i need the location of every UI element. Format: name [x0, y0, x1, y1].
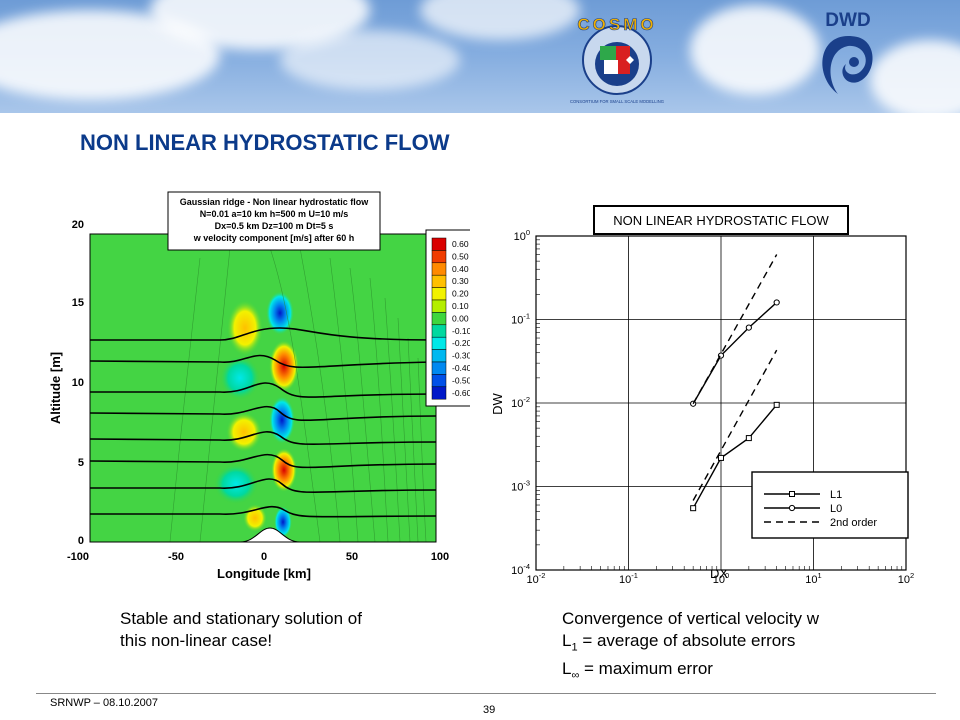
y-tick-label: 10-2	[511, 395, 530, 410]
svg-text:DWD: DWD	[825, 10, 870, 31]
chart-legend: L1 L0 2nd order	[751, 471, 909, 539]
x-tick-label: 10-1	[619, 571, 638, 586]
colorbar-label: 0.50	[452, 251, 469, 261]
chart-y-label: DW	[490, 392, 505, 414]
footer-event: SRNWP – 08.10.2007	[50, 697, 159, 709]
contour-title-line: N=0.01 a=10 km h=500 m U=10 m/s	[200, 209, 349, 219]
y-axis: 0 5 10 15 20 Altitude [m]	[48, 219, 84, 547]
y-tick-label: 15	[72, 297, 84, 309]
contour-title-line: Gaussian ridge - Non linear hydrostatic …	[180, 197, 370, 207]
svg-text:CONSORTIUM FOR SMALL SCALE MOD: CONSORTIUM FOR SMALL SCALE MODELLING	[570, 99, 664, 104]
colorbar-swatch	[431, 287, 447, 301]
colorbar-label: 0.40	[452, 264, 469, 274]
y-tick-label: 100	[514, 228, 530, 243]
colorbar-swatch	[431, 336, 447, 350]
page-number: 39	[483, 704, 496, 716]
colorbar-swatch	[431, 374, 447, 388]
chart-title-box	[593, 205, 849, 235]
colorbar-swatch	[431, 324, 447, 338]
colorbar-label: 0.10	[452, 301, 469, 311]
series-line	[692, 254, 778, 405]
x-axis: -100 -50 0 50 100 Longitude [km]	[67, 551, 449, 581]
colorbar-swatch	[431, 361, 447, 375]
x-axis-label: Longitude [km]	[217, 566, 311, 581]
y-tick-label: 10-3	[511, 479, 530, 494]
colorbar-swatch	[431, 237, 447, 251]
colorbar-swatch	[431, 386, 447, 400]
x-tick-label: 100	[713, 571, 729, 586]
colorbar-label: 0.20	[452, 289, 469, 299]
cosmo-logo: COSMO CONSORTIUM FOR SMALL SCALE MODELLI…	[570, 15, 664, 104]
data-point	[745, 324, 752, 331]
colorbar-label: -0.50	[452, 375, 470, 385]
colorbar-swatch	[431, 250, 447, 264]
y-tick-label: 5	[78, 457, 84, 469]
linf-definition: L∞ = maximum error	[562, 659, 713, 682]
colorbar-swatch	[431, 312, 447, 326]
y-axis-label: Altitude [m]	[48, 352, 63, 424]
contour-plot-area	[89, 233, 437, 543]
y-tick-label: 0	[78, 535, 84, 547]
series-line	[692, 404, 778, 509]
data-point	[745, 435, 752, 442]
page-title: NON LINEAR HYDROSTATIC FLOW	[80, 130, 450, 155]
contour-title-box: Gaussian ridge - Non linear hydrostatic …	[167, 191, 381, 251]
colorbar-label: 0.00	[452, 313, 469, 323]
legend-marker	[789, 491, 795, 497]
x-tick-label: -100	[67, 551, 89, 563]
right-caption-line: Convergence of vertical velocity w	[562, 609, 820, 628]
x-tick-label: 101	[805, 571, 821, 586]
colorbar: 0.60 0.50 0.40 0.30 0.20 0.10 0.00 -0.10 -0.20 -0…	[425, 229, 470, 407]
left-caption: Stable and stationary solution of this n…	[120, 608, 362, 652]
colorbar-label: -0.40	[452, 363, 470, 373]
legend-label: 2nd order	[830, 517, 877, 529]
colorbar-label: -0.30	[452, 351, 470, 361]
svg-text:COSMO: COSMO	[577, 15, 656, 34]
x-tick-label: -50	[168, 551, 184, 563]
x-tick-label: 100	[431, 551, 449, 563]
contour-figure: Gaussian ridge - Non linear hydrostatic …	[48, 191, 470, 581]
data-point	[773, 299, 780, 306]
x-tick-label: 50	[346, 551, 358, 563]
legend-label: L0	[830, 503, 842, 515]
legend-label: L1	[830, 489, 842, 501]
chart-title: NON LINEAR HYDROSTATIC FLOW	[613, 213, 829, 228]
l1-definition: L1 = average of absolute errors	[562, 631, 796, 654]
left-caption-line: Stable and stationary solution of	[120, 609, 362, 628]
x-tick-label: 0	[261, 551, 267, 563]
left-caption-line: this non-linear case!	[120, 631, 273, 650]
x-tick-label: 102	[898, 571, 914, 586]
dwd-logo: DWD	[822, 10, 873, 94]
series-line	[692, 349, 778, 501]
contour-title-line: w velocity component [m/s] after 60 h	[193, 233, 355, 243]
colorbar-swatch	[431, 299, 447, 313]
y-tick-label: 10	[72, 377, 84, 389]
data-point	[718, 454, 724, 461]
data-point	[690, 505, 697, 512]
y-tick-label: 10-1	[511, 312, 530, 327]
contour-title-line: Dx=0.5 km Dz=100 m Dt=5 s	[215, 221, 334, 231]
header-banner: COSMO CONSORTIUM FOR SMALL SCALE MODELLI…	[0, 0, 960, 113]
colorbar-label: 0.30	[452, 276, 469, 286]
y-tick-label: 20	[72, 219, 84, 231]
data-point	[773, 401, 780, 408]
colorbar-swatch	[431, 262, 447, 276]
convergence-chart: NON LINEAR HYDROSTATIC FLOW DW DX 10-2 10…	[490, 205, 914, 586]
colorbar-swatch	[431, 349, 447, 363]
colorbar-label: -0.20	[452, 338, 470, 348]
colorbar-label: 0.60	[452, 239, 469, 249]
legend-box	[751, 471, 909, 539]
legend-marker	[788, 504, 796, 512]
colorbar-label: -0.10	[452, 326, 470, 336]
right-caption: Convergence of vertical velocity w L1 = …	[562, 608, 819, 687]
colorbar-label: -0.60	[452, 388, 470, 398]
footer-divider	[36, 693, 936, 694]
x-tick-label: 10-2	[527, 571, 546, 586]
colorbar-swatch	[431, 274, 447, 288]
